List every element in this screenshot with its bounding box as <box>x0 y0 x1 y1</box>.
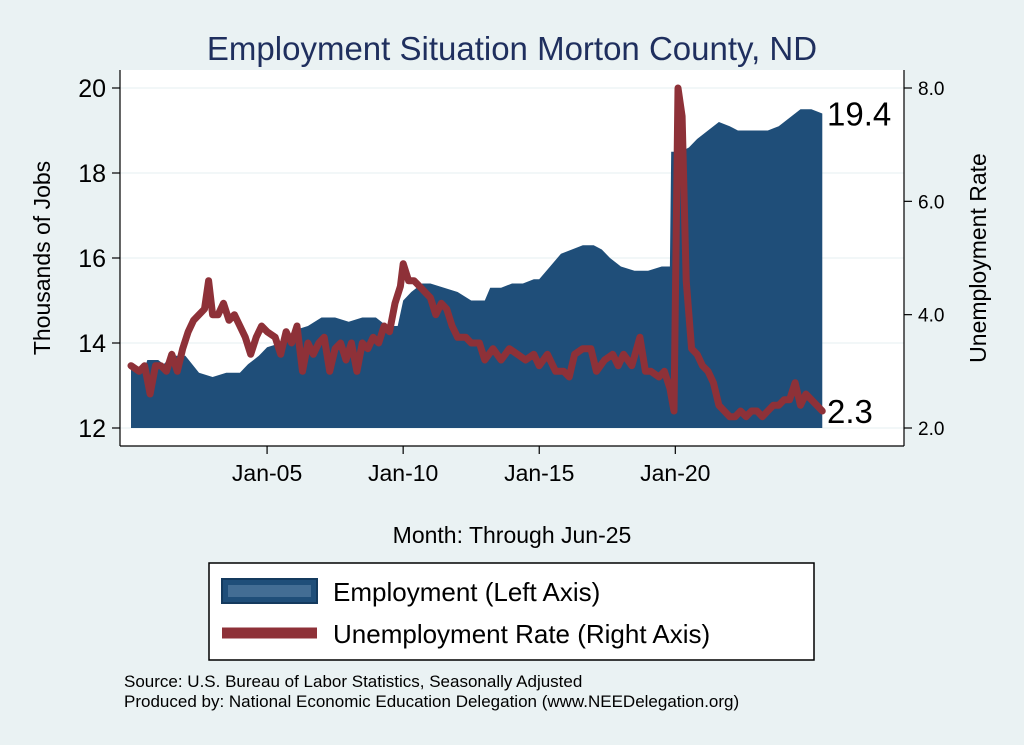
tick-labels: 12 14 16 18 20 2.0 4.0 6.0 8.0 Jan-05 Jan-10 Jan-15… <box>78 75 944 486</box>
y-tick-label-right: 8.0 <box>918 79 944 100</box>
y-tick-label-right: 6.0 <box>918 192 944 213</box>
y-tick-label-left: 14 <box>78 330 106 358</box>
end-value-label: 2.3 <box>827 393 873 430</box>
x-tick-label: Jan-10 <box>368 460 438 486</box>
legend-swatch-employment-inner <box>228 585 311 597</box>
source-note: Source: U.S. Bureau of Labor Statistics,… <box>124 672 739 712</box>
end-value-label: 19.4 <box>827 96 891 133</box>
end-value-annotations: 19.4 2.3 <box>827 96 891 431</box>
y-axis-label-right: Unemployment Rate <box>965 153 991 363</box>
source-line: Source: U.S. Bureau of Labor Statistics,… <box>124 672 583 691</box>
x-tick-label: Jan-20 <box>640 460 710 486</box>
y-tick-label-left: 16 <box>78 245 106 273</box>
legend-label-employment: Employment (Left Axis) <box>333 577 600 607</box>
legend-label-unemployment: Unemployment Rate (Right Axis) <box>333 619 710 649</box>
y-tick-label-left: 18 <box>78 160 106 188</box>
producer-line: Produced by: National Economic Education… <box>124 692 740 711</box>
x-tick-label: Jan-15 <box>504 460 574 486</box>
y-tick-label-left: 12 <box>78 415 106 443</box>
x-axis-label: Month: Through Jun-25 <box>393 522 632 548</box>
legend: Employment (Left Axis) Unemployment Rate… <box>208 562 815 661</box>
y-axis-label-left: Thousands of Jobs <box>29 161 55 355</box>
unemployment-line <box>127 84 826 421</box>
chart-title: Employment Situation Morton County, ND <box>207 30 817 67</box>
x-tick-label: Jan-05 <box>232 460 302 486</box>
y-tick-label-left: 20 <box>78 75 106 103</box>
y-tick-label-right: 2.0 <box>918 419 944 440</box>
y-tick-label-right: 4.0 <box>918 306 944 327</box>
